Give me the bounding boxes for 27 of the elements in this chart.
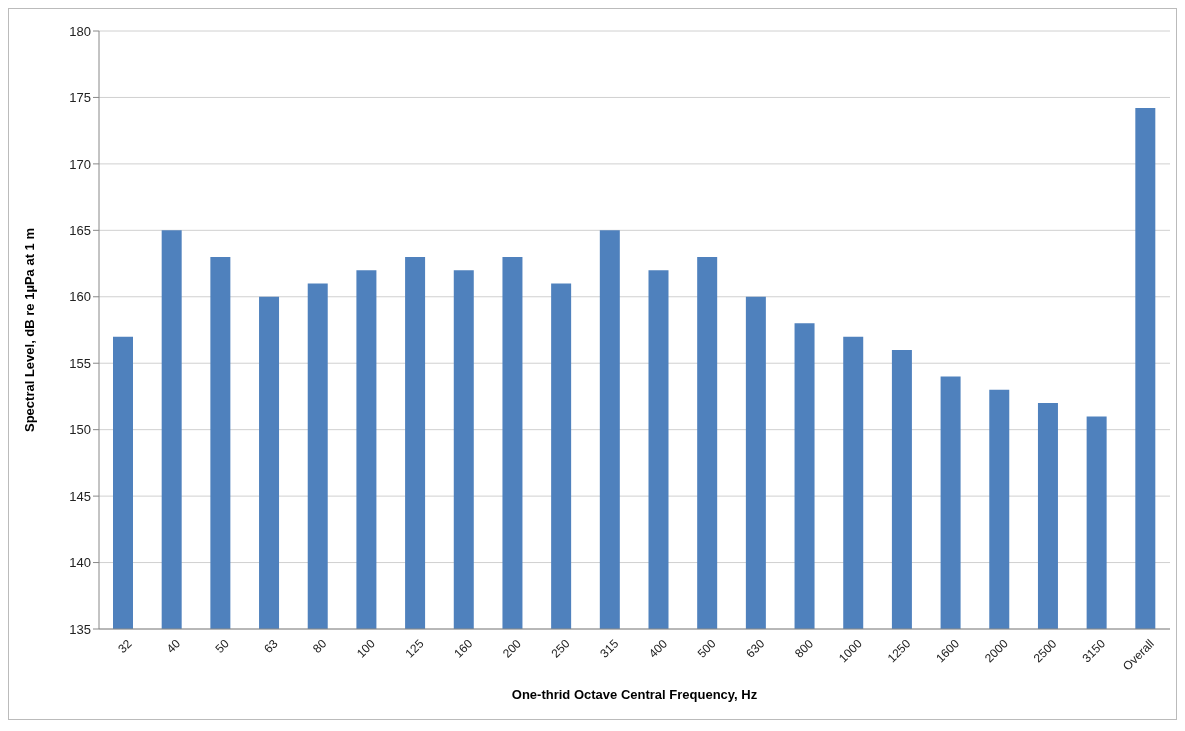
x-tick-label: 800 <box>791 636 817 661</box>
y-tick-label: 165 <box>69 222 91 238</box>
y-tick-label: 135 <box>69 621 91 637</box>
x-axis-title: One-thrid Octave Central Frequency, Hz <box>511 687 758 702</box>
x-tick-label: 40 <box>163 636 184 656</box>
x-tick-label: 100 <box>353 636 379 661</box>
y-tick-label: 145 <box>69 488 91 504</box>
y-tick-label: 170 <box>69 156 91 172</box>
x-tick-label: 125 <box>402 636 427 661</box>
x-tick-label: 63 <box>261 636 281 656</box>
x-tick-label: 160 <box>451 636 476 661</box>
x-tick-label: 400 <box>645 636 671 661</box>
y-tick-label: 140 <box>69 555 91 571</box>
x-tick-label: 200 <box>499 636 525 661</box>
y-axis-title: Spectral Level, dB re 1µPa at 1 m <box>21 227 37 433</box>
y-tick-label: 175 <box>69 90 91 106</box>
x-tick-label: 315 <box>597 636 622 661</box>
x-tick-label: 250 <box>548 636 573 661</box>
y-tick-label: 160 <box>69 289 91 305</box>
y-tick-label: 150 <box>69 422 91 438</box>
x-tick-label: 50 <box>212 636 233 656</box>
y-tick-label: 155 <box>69 355 91 371</box>
x-tick-label: 80 <box>309 636 330 656</box>
x-tick-label: 500 <box>694 636 719 661</box>
x-tick-label: 630 <box>743 636 768 661</box>
x-tick-label: 32 <box>115 636 135 656</box>
y-tick-label: 180 <box>69 23 91 39</box>
